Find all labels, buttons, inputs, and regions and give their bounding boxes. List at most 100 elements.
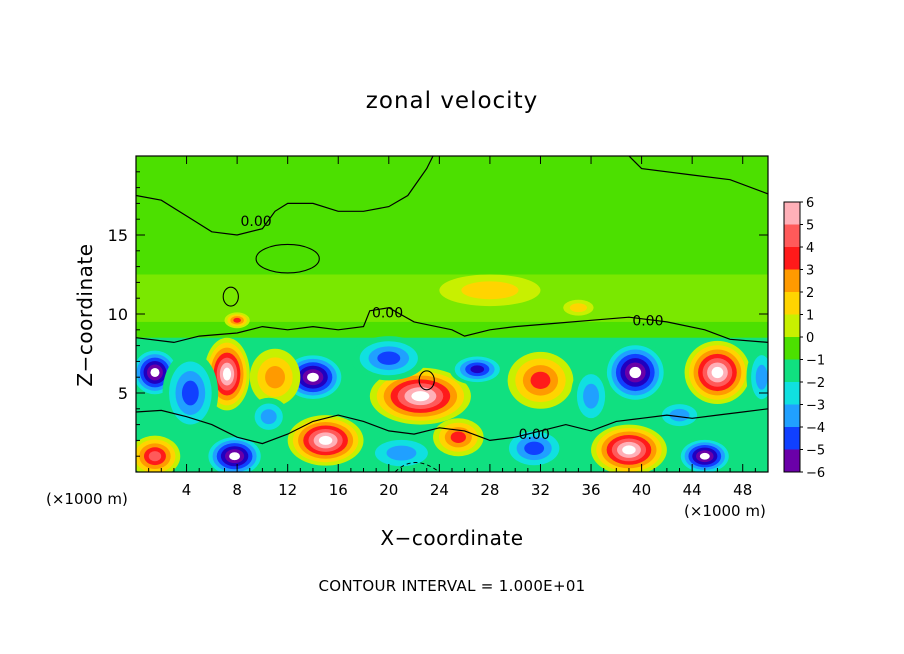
field-ring [318,435,333,445]
x-tick-label: 32 [531,481,550,499]
field-ring [755,364,768,390]
field-ring [150,367,160,377]
field-ring [386,445,417,461]
x-unit-right: (×1000 m) [684,502,766,520]
field-ring [265,365,285,389]
field-ring [307,372,319,382]
contour-label-text: 0.00 [372,305,403,321]
colorbar-swatch [784,247,800,270]
colorbar-swatch [784,449,800,472]
x-tick-label: 12 [278,481,297,499]
field-blob [449,353,506,386]
field-ring [622,445,636,455]
field-blob [280,351,346,403]
field-blob [136,435,181,472]
field-blob [570,364,612,428]
field-blob [746,345,768,409]
y-tick-label: 15 [108,226,128,245]
x-tick-label: 28 [480,481,499,499]
zero-contour [136,307,768,344]
field-blob [433,418,484,457]
contour-layer: 0.00 0.00 0.00 0.00 [136,156,768,472]
contour-label-text: 0.00 [519,427,550,443]
field-blob [369,367,471,425]
colorbar-label: 0 [806,331,814,346]
colorbar-swatch [784,224,800,248]
colorbar-label: 6 [806,196,814,211]
contour-label: 0.00 [632,313,663,329]
contour-interval-footer: CONTOUR INTERVAL = 1.000E+01 [318,577,586,595]
field-ring [148,451,162,462]
colorbar-label: −4 [806,421,825,436]
colorbar-swatch [784,382,800,405]
x-tick-label: 44 [683,481,702,499]
colorbar-label: −1 [806,354,825,369]
y-axis-label: Z−coordinate [73,243,97,387]
field-ring [569,303,587,313]
contour-label-text: 0.00 [632,313,663,329]
x-tick-label: 36 [581,481,600,499]
x-tick-label: 16 [329,481,348,499]
colorbar-label: −2 [806,376,825,391]
field-ring [229,452,240,461]
field-ring [450,431,466,443]
colorbar-label: 2 [806,286,814,301]
contour-label: 0.00 [519,427,550,443]
colorbar-swatch [784,337,800,360]
x-tick-label: 8 [232,481,242,499]
x-tick-label: 20 [379,481,398,499]
zero-contour [136,408,768,445]
field-ring [461,281,519,300]
field-blob [602,340,669,405]
field-blob [224,312,250,329]
field-blob [204,434,265,472]
field-layer [136,274,768,472]
field-blob [654,399,705,431]
colorbar-label: 3 [806,264,814,279]
field-blob [287,415,364,466]
field-ring [222,367,232,381]
field-blob [439,274,541,307]
x-tick-label: 40 [632,481,651,499]
colorbar: 6 5 4 3 2 1 0 −1 −2 −3 −4 −5 −6 [783,196,825,481]
x-tick-label: 24 [430,481,449,499]
colorbar-label: −3 [806,399,825,414]
colorbar-swatch [784,269,800,293]
field-ring [583,383,600,409]
field-blob [162,351,219,435]
colorbar-label: 5 [806,219,814,234]
field-blob [591,424,667,472]
negative-contour [394,462,440,472]
colorbar-swatch [784,314,800,338]
y-tick-label: 5 [118,384,128,403]
x-tick-label: 48 [733,481,752,499]
colorbar-label: 4 [806,241,814,256]
field-ring [699,452,710,460]
contour-label: 0.00 [372,305,403,321]
colorbar-swatch [784,202,800,225]
field-ring [629,366,642,379]
x-axis-label: X−coordinate [380,526,524,550]
field-ring [669,408,690,422]
field-ring [260,409,277,425]
x-tick-label: 4 [182,481,192,499]
colorbar-label: −5 [806,444,825,459]
closed-contour [222,286,239,307]
field-blob [350,336,427,381]
field-blob [249,348,301,406]
colorbar-swatch [784,427,800,450]
chart-title: zonal velocity [365,88,539,114]
field-ring [377,351,401,365]
zero-contour [136,156,434,236]
field-ring [181,380,199,406]
closed-contour [255,243,320,274]
field-ring [233,317,241,323]
colorbar-label: 1 [806,309,814,324]
field-ring [470,365,485,374]
field-blob [363,434,440,472]
contour-label-text: 0.00 [240,214,271,230]
field-blob [684,340,751,405]
closed-contour [418,370,435,391]
field-ring [711,366,724,379]
